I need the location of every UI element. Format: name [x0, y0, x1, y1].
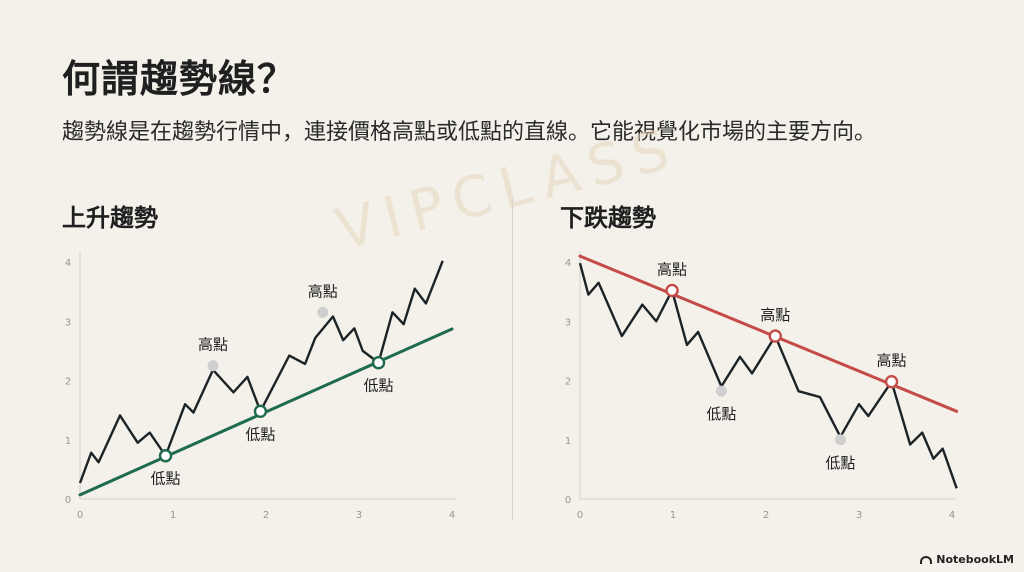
touch-point-label: 高點 [657, 260, 687, 278]
trend-touch-point [371, 356, 386, 370]
x-tick-label: 3 [856, 510, 862, 521]
x-tick-label: 0 [577, 510, 583, 521]
pivot-label: 低點 [706, 405, 736, 423]
page-subtitle: 趨勢線是在趨勢行情中，連接價格高點或低點的直線。它能視覺化市場的主要方向。 [62, 120, 877, 145]
trend-touch-point [158, 449, 173, 463]
touch-point-label: 高點 [877, 352, 907, 370]
pivot-marker [207, 360, 219, 372]
y-tick-label: 3 [565, 317, 571, 328]
touch-point-label: 低點 [245, 425, 275, 443]
y-tick-label: 0 [65, 495, 71, 506]
trend-touch-point [884, 374, 899, 389]
x-tick-label: 1 [170, 510, 176, 521]
x-tick-label: 4 [449, 510, 455, 521]
pivot-label: 高點 [198, 336, 228, 354]
y-tick-label: 0 [565, 495, 571, 506]
y-tick-label: 2 [565, 377, 571, 388]
pivot-marker [834, 434, 846, 446]
brand-name: NotebookLM [936, 553, 1014, 566]
x-tick-label: 3 [356, 510, 362, 521]
x-tick-label: 0 [77, 510, 83, 521]
panel-divider [512, 198, 513, 520]
x-tick-label: 2 [263, 510, 269, 521]
x-tick-label: 4 [949, 510, 955, 521]
pivot-label: 低點 [825, 454, 855, 472]
price-series-line [78, 260, 444, 484]
trendline [578, 254, 959, 413]
y-tick-label: 4 [565, 258, 571, 269]
notebooklm-logo-icon [920, 555, 933, 564]
y-tick-label: 2 [65, 377, 71, 388]
page-title: 何謂趨勢線？ [62, 57, 297, 101]
y-tick-label: 1 [565, 436, 571, 447]
brand-badge: NotebookLM [920, 553, 1014, 566]
touch-point-label: 高點 [760, 306, 790, 324]
touch-point-label: 低點 [151, 470, 181, 488]
trend-touch-point [253, 404, 268, 419]
price-series-line [578, 262, 958, 489]
trend-touch-point [768, 329, 783, 343]
x-tick-label: 2 [763, 510, 769, 521]
pivot-marker [715, 385, 727, 397]
pivot-label: 高點 [308, 282, 338, 300]
y-tick-label: 4 [65, 258, 71, 269]
y-tick-label: 3 [65, 317, 71, 328]
pivot-marker [317, 306, 329, 318]
trend-touch-point [665, 283, 679, 298]
y-tick-label: 1 [65, 436, 71, 447]
uptrend-heading: 上升趨勢 [62, 204, 158, 232]
touch-point-label: 低點 [364, 377, 394, 395]
downtrend-heading: 下跌趨勢 [560, 204, 656, 232]
x-tick-label: 1 [670, 510, 676, 521]
